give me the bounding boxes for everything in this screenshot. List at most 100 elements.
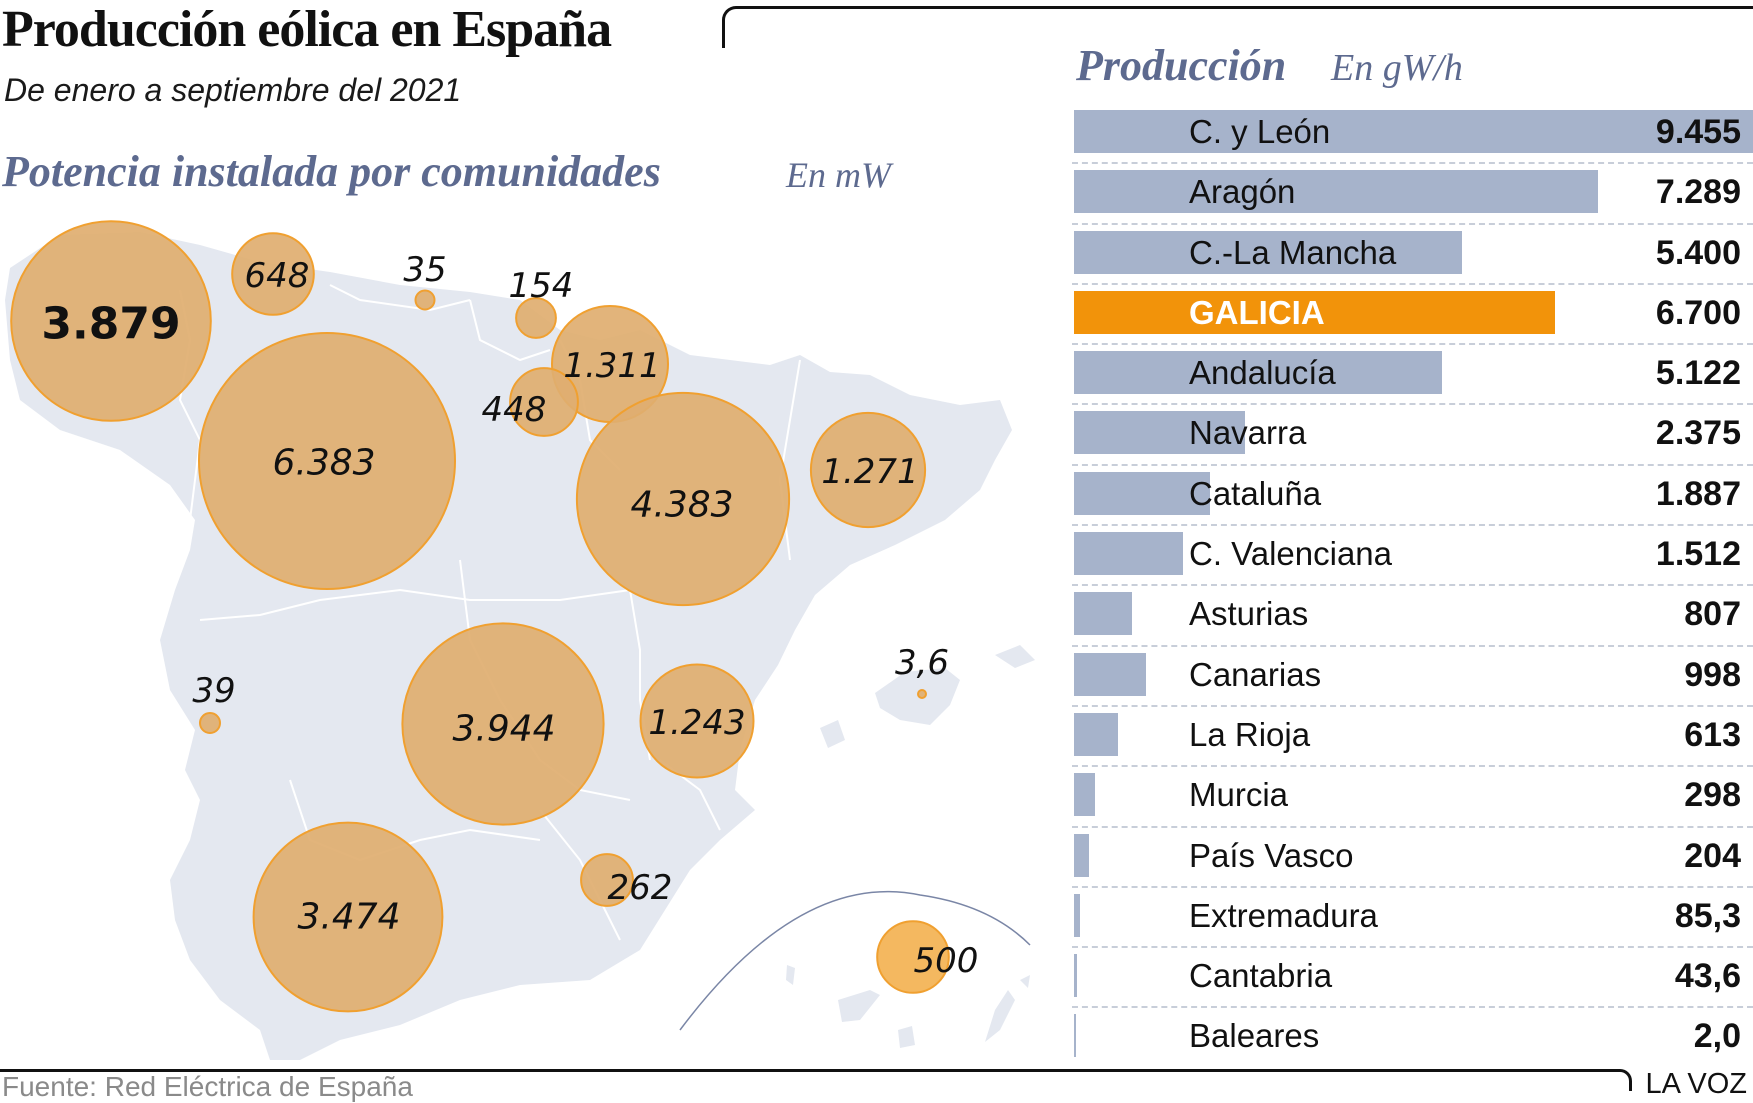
bubble-castilla-y-le-n (198, 332, 456, 590)
bubble-label: 3,6 (895, 643, 949, 683)
bubble-la-rioja (509, 367, 579, 437)
bubble-label: 448 (482, 390, 547, 430)
bar (1074, 170, 1598, 214)
bar-category-label: La Rioja (1189, 715, 1311, 753)
bar-value-label: 9.455 (1655, 113, 1741, 151)
bar-category-label: GALICIA (1189, 293, 1325, 331)
bubble-canarias (876, 920, 950, 994)
bubble-c-valenciana (639, 663, 755, 779)
bar-category-label: C. Valenciana (1189, 535, 1393, 573)
bubble-label: 1.311 (563, 346, 660, 386)
bar-category-label: Andalucía (1189, 354, 1336, 392)
page-title: Producción eólica en España (2, 1, 612, 58)
bar-category-label: Aragón (1189, 173, 1296, 211)
row-divider (1072, 584, 1753, 587)
bubble-galicia (10, 220, 212, 422)
bar (1074, 290, 1556, 334)
bubbles-layer: 3.879 648 35 154 1.311 448 6.383 4.383 1.271 39 3.… (10, 220, 979, 1013)
bar (1074, 1014, 1076, 1058)
source-note: Fuente: Red Eléctrica de España (2, 1071, 413, 1102)
bar-value-label: 613 (1684, 715, 1741, 754)
row-divider (1072, 704, 1753, 707)
bar-category-label: Murcia (1189, 776, 1289, 814)
row-divider (1072, 282, 1753, 285)
bar-category-label: Canarias (1189, 655, 1322, 693)
row-divider (1072, 644, 1753, 647)
bar-value-label: 85,3 (1674, 896, 1741, 935)
bubble-label: 3.944 (452, 709, 555, 750)
bubble-extremadura (199, 712, 221, 734)
bar-row: Extremadura 85,3 (1072, 888, 1753, 949)
bar (1074, 833, 1089, 877)
row-divider (1072, 222, 1753, 225)
bubble-label: 39 (192, 671, 235, 711)
bubble-label: 154 (509, 266, 574, 306)
bar-category-label: País Vasco (1189, 836, 1354, 874)
bar-category-label: Extremadura (1189, 896, 1378, 934)
bar-row: Andalucía 5.122 (1072, 345, 1753, 406)
bubble-label: 3.474 (297, 897, 400, 938)
bar-value-label: 2,0 (1693, 1017, 1741, 1056)
canarias-islands (786, 965, 1030, 1048)
bar-category-label: Cataluña (1189, 474, 1322, 512)
bubble-label: 1.271 (821, 452, 918, 492)
bubble-label: 6.383 (272, 443, 375, 484)
bar-row: C. Valenciana 1.512 (1072, 526, 1753, 587)
bar-value-label: 43,6 (1674, 957, 1741, 996)
bubble-label: 4.383 (630, 485, 733, 526)
bar-row: Cantabria 43,6 (1072, 948, 1753, 1009)
bar-value-label: 998 (1684, 655, 1741, 694)
bubble-pa-s-vasco (515, 297, 557, 339)
bar-value-label: 7.289 (1655, 173, 1741, 212)
row-divider (1072, 885, 1753, 888)
bubble-label: 500 (914, 941, 979, 981)
bar-value-label: 2.375 (1655, 414, 1741, 453)
bar-row: C. y León 9.455 (1072, 104, 1753, 165)
brand-logo: LA VOZ (1645, 1068, 1747, 1100)
bar-row: Baleares 2,0 (1074, 1008, 1753, 1068)
bubble-andaluc-a (252, 821, 444, 1013)
bar-row: Navarra 2.375 (1072, 405, 1753, 466)
row-divider (1072, 1006, 1753, 1009)
bar-value-label: 6.700 (1655, 293, 1741, 332)
bubble-label: 3.879 (41, 299, 180, 350)
bar-row: Murcia 298 (1072, 767, 1753, 828)
production-section-unit: En gW/h (1331, 47, 1463, 89)
row-divider (1072, 765, 1753, 768)
bar-category-label: Baleares (1189, 1017, 1320, 1055)
bubble-label: 262 (608, 868, 673, 908)
bubble-label: 1.243 (648, 703, 745, 743)
bar-value-label: 5.400 (1655, 233, 1741, 272)
bubble-catalu-a (809, 411, 927, 529)
canarias-inset-arc (679, 890, 1031, 1031)
spain-bubble-map: 3.879 648 35 154 1.311 448 6.383 4.383 1.271 39 3.… (5, 220, 1035, 1060)
bar (1074, 110, 1753, 153)
row-divider (1072, 463, 1753, 466)
bar-row: La Rioja 613 (1072, 707, 1753, 768)
bar (1074, 471, 1210, 515)
row-divider (1072, 825, 1753, 828)
bar-row: Canarias 998 (1072, 647, 1753, 707)
mallorca-shape (875, 668, 960, 725)
bar (1074, 411, 1245, 455)
bar (1074, 712, 1118, 756)
bar-row: País Vasco 204 (1072, 828, 1753, 888)
bubble-cantabria (414, 289, 436, 311)
production-section-title: Producción (1076, 41, 1287, 90)
bar-row: GALICIA 6.700 (1072, 285, 1753, 346)
bar (1074, 773, 1096, 817)
row-divider (1072, 946, 1753, 949)
row-divider (1072, 343, 1753, 346)
bar-row: Aragón 7.289 (1072, 164, 1753, 225)
bar (1074, 954, 1078, 998)
bar-value-label: 298 (1684, 776, 1741, 815)
bar-category-label: C. y León (1189, 113, 1331, 150)
row-divider (1072, 162, 1753, 165)
page-subtitle: De enero a septiembre del 2021 (4, 72, 462, 108)
header-bracket-line (722, 6, 1753, 48)
bubble-label: 648 (245, 256, 310, 296)
bar (1074, 592, 1132, 636)
bar-value-label: 204 (1684, 836, 1741, 875)
menorca-shape (995, 645, 1035, 668)
bar-value-label: 807 (1684, 595, 1741, 634)
